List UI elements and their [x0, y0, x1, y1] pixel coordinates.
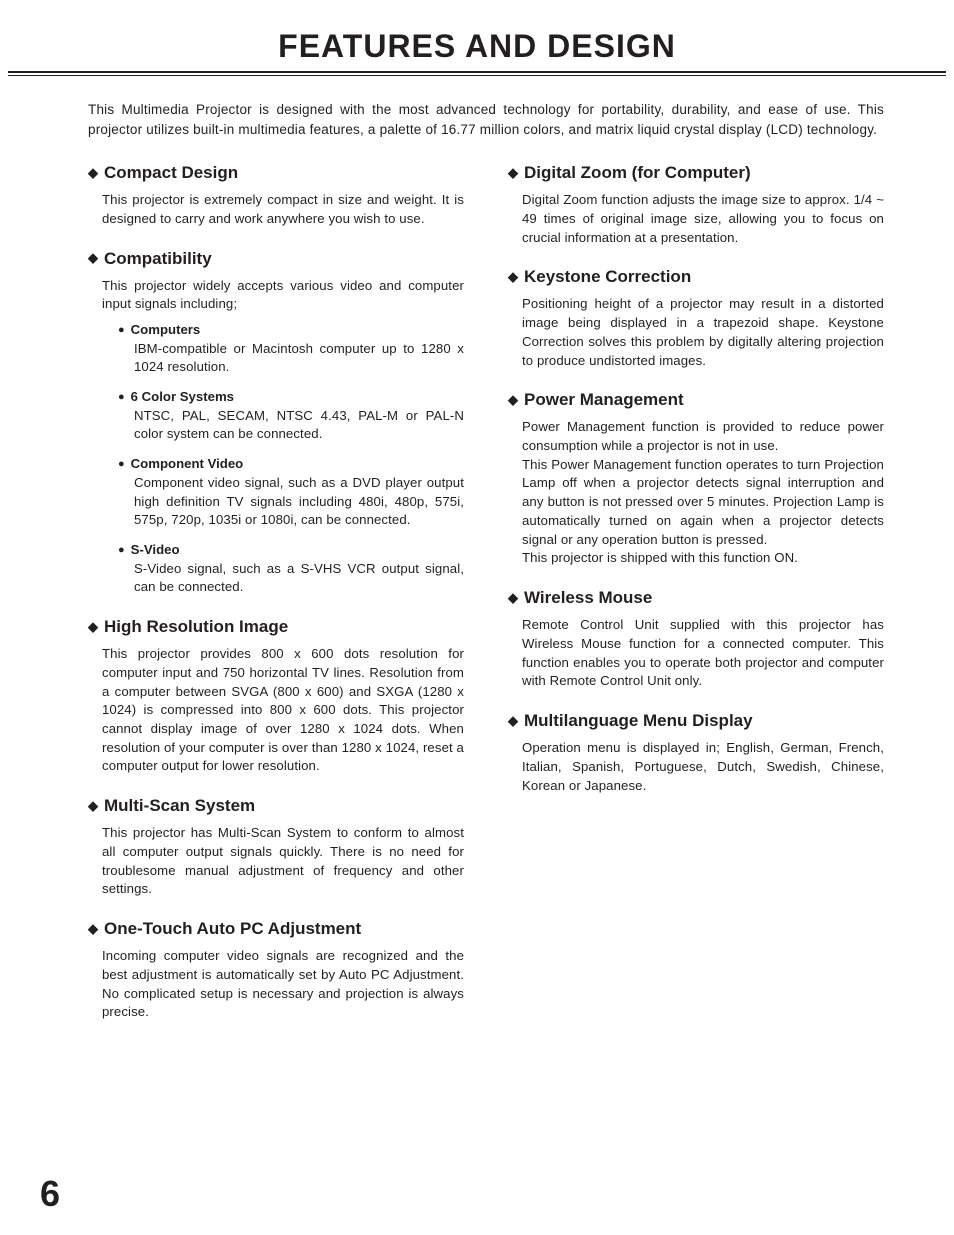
feature-body: Positioning height of a projector may re… — [522, 295, 884, 370]
feature-heading: ◆ Power Management — [508, 390, 884, 410]
sub-item-head: ● S-Video — [118, 542, 464, 560]
sub-item: ● S-Video S-Video signal, such as a S-VHS … — [118, 542, 464, 597]
diamond-icon: ◆ — [508, 393, 518, 406]
sub-item-body: IBM-compatible or Macintosh computer up … — [134, 340, 464, 377]
feature-body: Digital Zoom function adjusts the image … — [522, 191, 884, 247]
sub-item-title: 6 Color Systems — [131, 389, 234, 404]
diamond-icon: ◆ — [88, 922, 98, 935]
title-rule-outer — [8, 71, 946, 73]
sub-item: ● Computers IBM-compatible or Macintosh co… — [118, 322, 464, 377]
feature-heading: ◆ Digital Zoom (for Computer) — [508, 163, 884, 183]
diamond-icon: ◆ — [88, 166, 98, 179]
feature-title: Digital Zoom (for Computer) — [524, 163, 751, 183]
feature-heading: ◆ Multilanguage Menu Display — [508, 711, 884, 731]
feature-block: ◆ High Resolution Image This projector pro… — [88, 617, 464, 776]
sub-item-body: S-Video signal, such as a S-VHS VCR outp… — [134, 560, 464, 597]
title-rule-inner — [8, 75, 946, 76]
feature-heading: ◆ Multi-Scan System — [88, 796, 464, 816]
feature-title: Keystone Correction — [524, 267, 691, 287]
feature-body: Remote Control Unit supplied with this p… — [522, 616, 884, 691]
feature-block: ◆ Wireless Mouse Remote Control Unit suppl… — [508, 588, 884, 691]
feature-heading: ◆ Keystone Correction — [508, 267, 884, 287]
feature-heading: ◆ One-Touch Auto PC Adjustment — [88, 919, 464, 939]
feature-title: Compatibility — [104, 249, 212, 269]
feature-title: Multi-Scan System — [104, 796, 255, 816]
diamond-icon: ◆ — [88, 620, 98, 633]
feature-block: ◆ Power Management Power Management functi… — [508, 390, 884, 568]
feature-heading: ◆ Compact Design — [88, 163, 464, 183]
sub-item-head: ● 6 Color Systems — [118, 389, 464, 407]
bullet-icon: ● — [118, 542, 125, 560]
sub-item-body: Component video signal, such as a DVD pl… — [134, 474, 464, 530]
feature-title: Wireless Mouse — [524, 588, 652, 608]
feature-block: ◆ Multi-Scan System This projector has Mul… — [88, 796, 464, 899]
feature-heading: ◆ High Resolution Image — [88, 617, 464, 637]
feature-block: ◆ One-Touch Auto PC Adjustment Incoming co… — [88, 919, 464, 1022]
feature-heading: ◆ Compatibility — [88, 249, 464, 269]
diamond-icon: ◆ — [508, 714, 518, 727]
sub-list: ● Computers IBM-compatible or Macintosh co… — [118, 322, 464, 597]
feature-body: This projector widely accepts various vi… — [102, 277, 464, 314]
feature-body: This projector has Multi-Scan System to … — [102, 824, 464, 899]
diamond-icon: ◆ — [508, 166, 518, 179]
feature-body: This projector provides 800 x 600 dots r… — [102, 645, 464, 776]
feature-body: Operation menu is displayed in; English,… — [522, 739, 884, 795]
feature-title: Multilanguage Menu Display — [524, 711, 753, 731]
diamond-icon: ◆ — [88, 251, 98, 264]
feature-title: High Resolution Image — [104, 617, 288, 637]
feature-block: ◆ Multilanguage Menu Display Operation men… — [508, 711, 884, 795]
feature-block: ◆ Compatibility This projector widely acce… — [88, 249, 464, 597]
feature-block: ◆ Digital Zoom (for Computer) Digital Zoom… — [508, 163, 884, 247]
feature-block: ◆ Keystone Correction Positioning height o… — [508, 267, 884, 370]
columns-container: ◆ Compact Design This projector is extreme… — [88, 163, 884, 1042]
diamond-icon: ◆ — [508, 591, 518, 604]
sub-item-head: ● Computers — [118, 322, 464, 340]
left-column: ◆ Compact Design This projector is extreme… — [88, 163, 464, 1042]
page-title: FEATURES AND DESIGN — [0, 28, 954, 65]
feature-block: ◆ Compact Design This projector is extreme… — [88, 163, 464, 228]
bullet-icon: ● — [118, 456, 125, 474]
sub-item-title: Computers — [131, 322, 201, 337]
sub-item-body: NTSC, PAL, SECAM, NTSC 4.43, PAL-M or PA… — [134, 407, 464, 444]
sub-item-head: ● Component Video — [118, 456, 464, 474]
diamond-icon: ◆ — [508, 270, 518, 283]
page-number: 6 — [40, 1173, 60, 1215]
feature-title: One-Touch Auto PC Adjustment — [104, 919, 361, 939]
feature-title: Compact Design — [104, 163, 238, 183]
bullet-icon: ● — [118, 389, 125, 407]
feature-body: Power Management function is provided to… — [522, 418, 884, 568]
intro-paragraph: This Multimedia Projector is designed wi… — [88, 100, 884, 139]
feature-title: Power Management — [524, 390, 684, 410]
sub-item: ● 6 Color Systems NTSC, PAL, SECAM, NTSC 4… — [118, 389, 464, 444]
sub-item: ● Component Video Component video signal, … — [118, 456, 464, 530]
feature-heading: ◆ Wireless Mouse — [508, 588, 884, 608]
feature-body: This projector is extremely compact in s… — [102, 191, 464, 228]
sub-item-title: S-Video — [131, 542, 180, 557]
right-column: ◆ Digital Zoom (for Computer) Digital Zoom… — [508, 163, 884, 1042]
diamond-icon: ◆ — [88, 799, 98, 812]
sub-item-title: Component Video — [131, 456, 244, 471]
feature-body: Incoming computer video signals are reco… — [102, 947, 464, 1022]
bullet-icon: ● — [118, 322, 125, 340]
